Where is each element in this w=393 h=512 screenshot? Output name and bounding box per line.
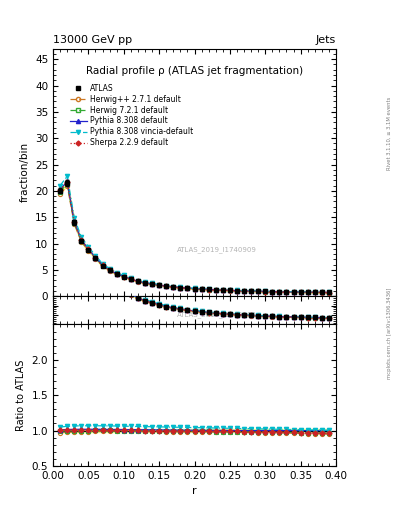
Legend: ATLAS, Herwig++ 2.7.1 default, Herwig 7.2.1 default, Pythia 8.308 default, Pythi: ATLAS, Herwig++ 2.7.1 default, Herwig 7.… bbox=[68, 82, 195, 149]
Text: Rivet 3.1.10, ≥ 3.1M events: Rivet 3.1.10, ≥ 3.1M events bbox=[387, 96, 392, 170]
Text: ATLAS_2019_I1740909: ATLAS_2019_I1740909 bbox=[177, 311, 257, 318]
Text: ATLAS_2019_I1740909: ATLAS_2019_I1740909 bbox=[177, 247, 257, 253]
Y-axis label: fraction/bin: fraction/bin bbox=[19, 142, 29, 202]
Text: 13000 GeV pp: 13000 GeV pp bbox=[53, 35, 132, 45]
Text: Jets: Jets bbox=[316, 35, 336, 45]
Text: Radial profile ρ (ATLAS jet fragmentation): Radial profile ρ (ATLAS jet fragmentatio… bbox=[86, 66, 303, 76]
Y-axis label: Ratio to ATLAS: Ratio to ATLAS bbox=[16, 359, 26, 431]
Text: mcplots.cern.ch [arXiv:1306.3436]: mcplots.cern.ch [arXiv:1306.3436] bbox=[387, 287, 392, 378]
X-axis label: r: r bbox=[192, 486, 197, 496]
